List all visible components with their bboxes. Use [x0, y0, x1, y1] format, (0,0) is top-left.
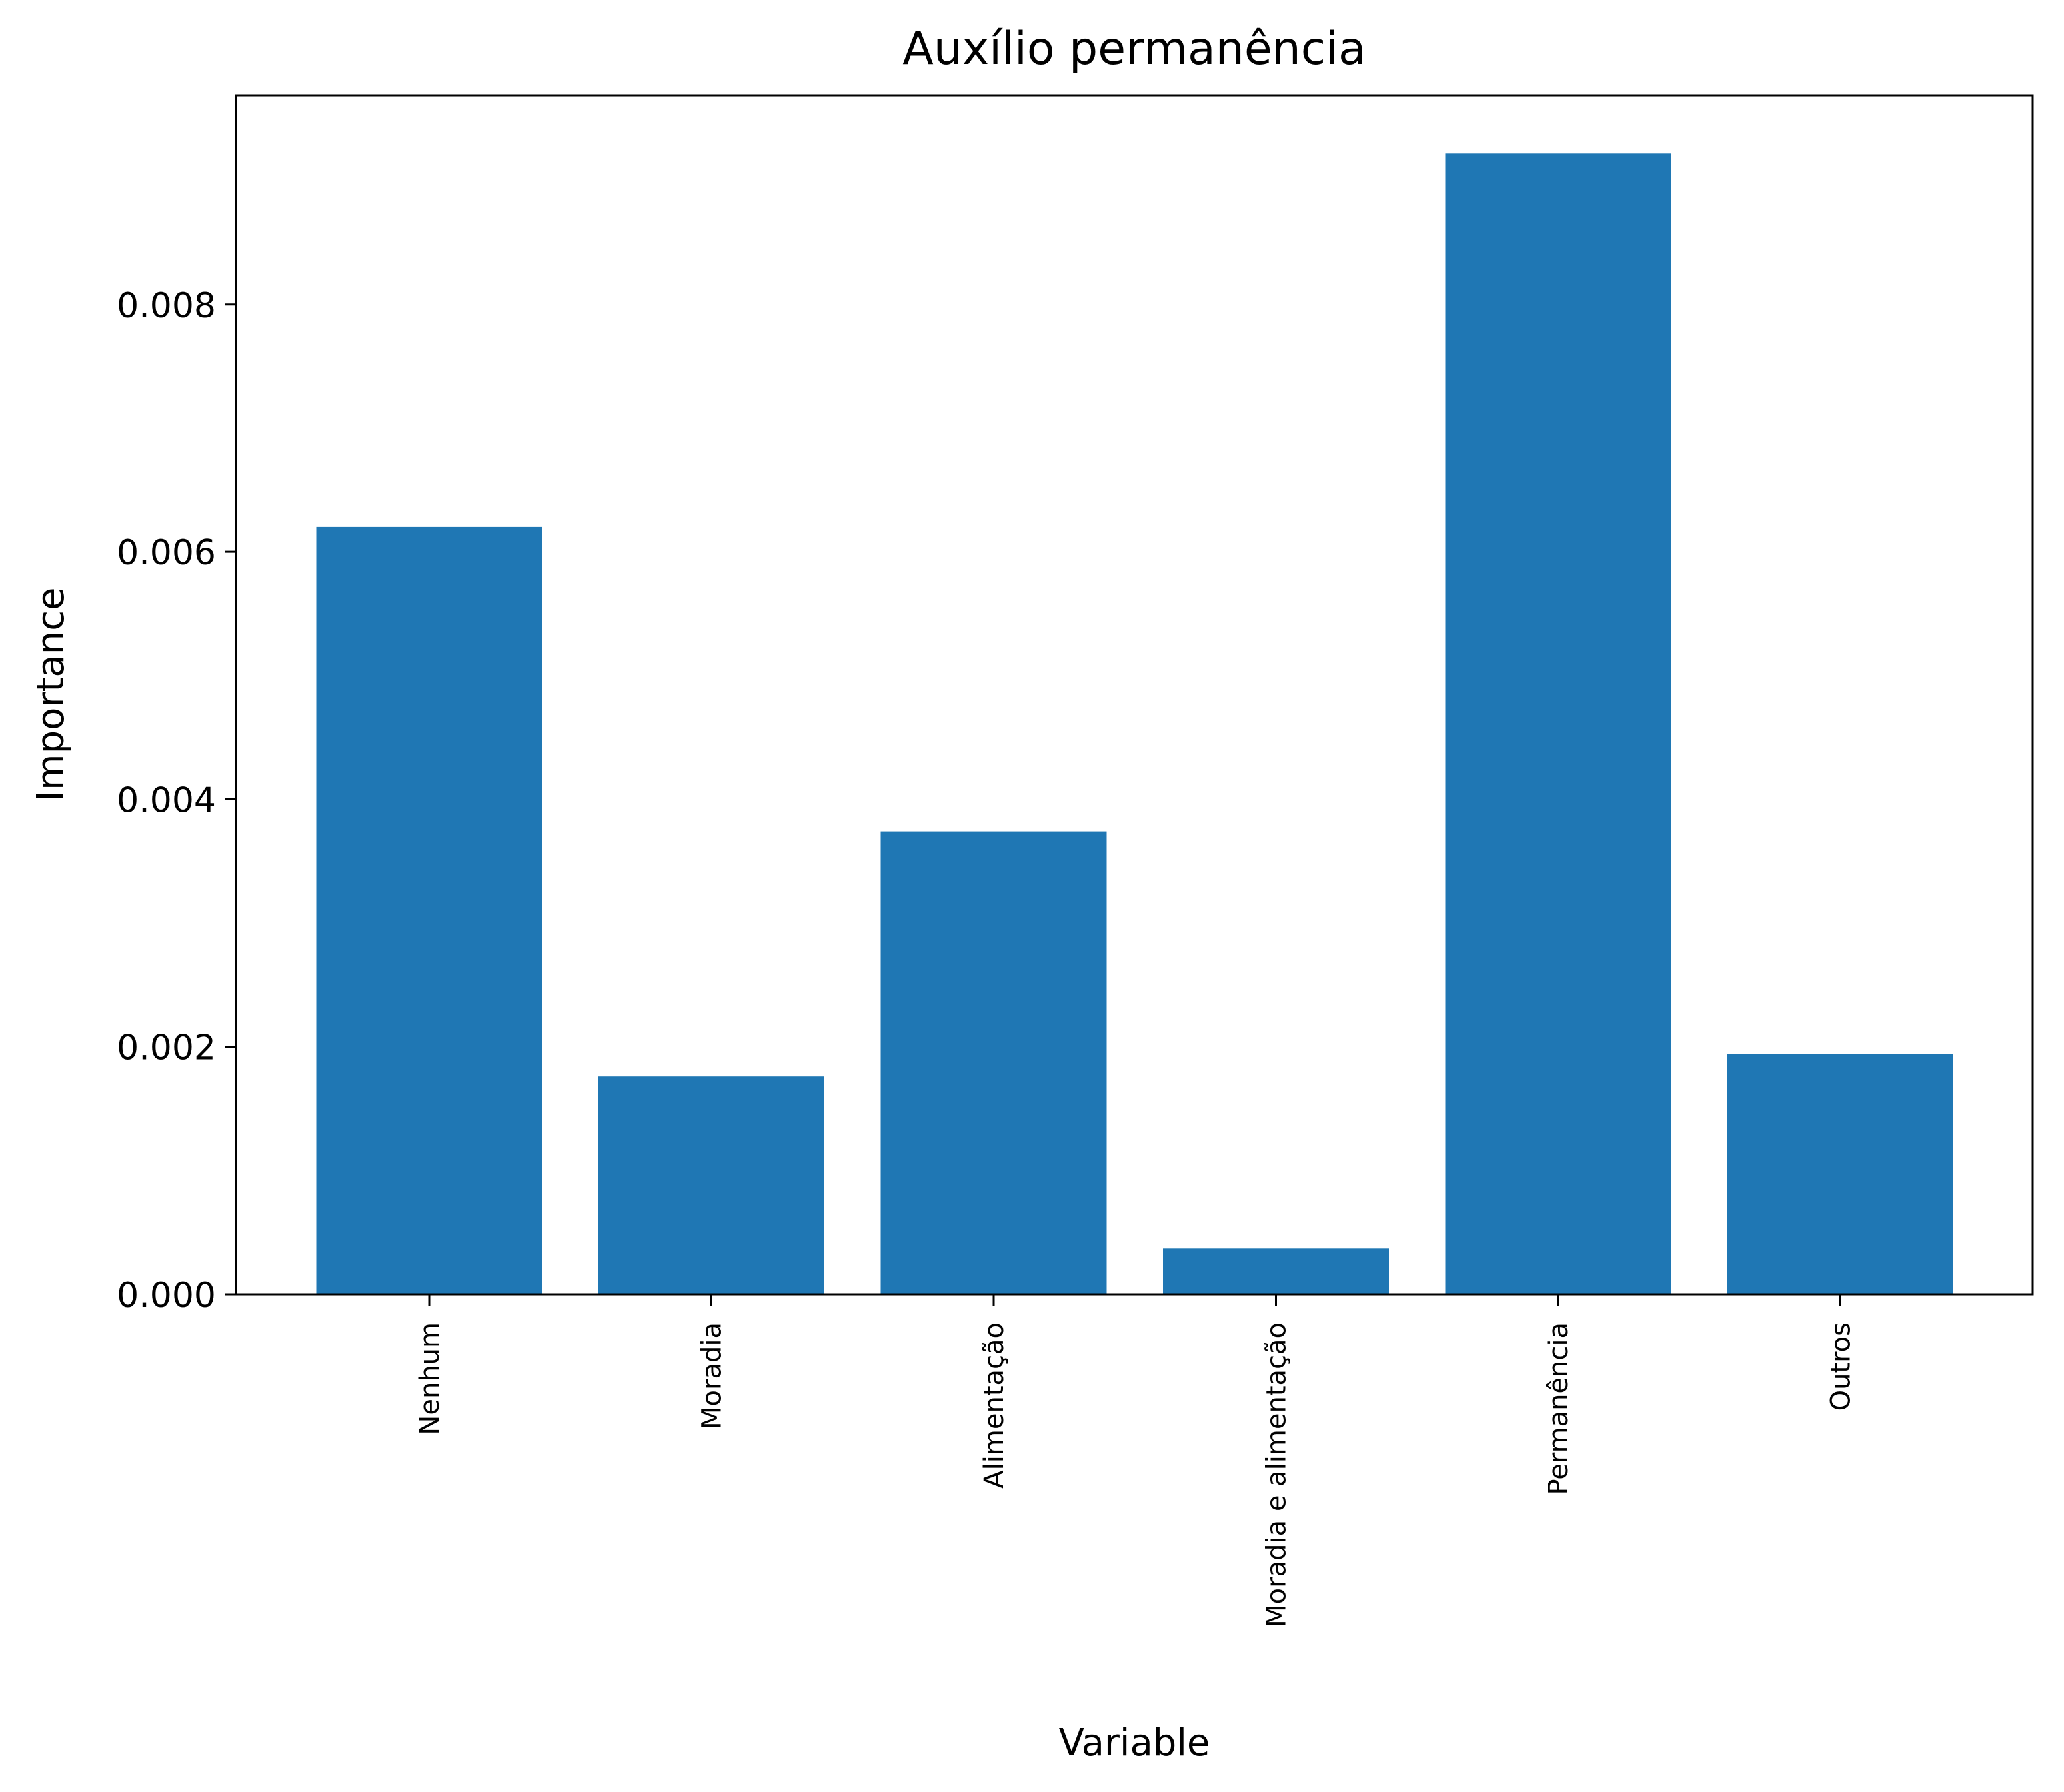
- x-tick-label-moradia: Moradia: [697, 1322, 728, 1429]
- bar-alimentacao: [880, 831, 1107, 1294]
- x-axis: Nenhum Moradia Alimentação Moradia e alimen…: [415, 1294, 1857, 1627]
- bar-permanencia: [1445, 153, 1671, 1294]
- y-tick-label: 0.000: [117, 1276, 216, 1316]
- x-tick-label-alimentacao: Alimentação: [979, 1322, 1010, 1489]
- y-tick-label: 0.006: [117, 533, 216, 573]
- x-axis-label: Variable: [1059, 1721, 1210, 1765]
- y-axis-label: Importance: [29, 588, 73, 802]
- plot-frame: [235, 94, 2034, 1296]
- bar-moradia-e-alimentacao: [1163, 1248, 1389, 1294]
- chart-title: Auxílio permanência: [902, 23, 1366, 75]
- x-tick-label-moradia-e-alimentacao: Moradia e alimentação: [1262, 1322, 1292, 1627]
- bar-outros: [1727, 1054, 1953, 1294]
- x-tick-label-outros: Outros: [1826, 1322, 1857, 1411]
- bar-moradia: [598, 1076, 824, 1294]
- y-axis: 0.000 0.002 0.004 0.006 0.008: [117, 286, 236, 1316]
- x-tick-label-nenhum: Nenhum: [415, 1322, 445, 1435]
- y-tick-label: 0.008: [117, 286, 216, 326]
- x-tick-label-permanencia: Permanência: [1544, 1322, 1574, 1495]
- y-tick-label: 0.002: [117, 1028, 216, 1068]
- bars-layer: [316, 153, 1953, 1294]
- bar-nenhum: [316, 526, 542, 1294]
- y-tick-label: 0.004: [117, 780, 216, 820]
